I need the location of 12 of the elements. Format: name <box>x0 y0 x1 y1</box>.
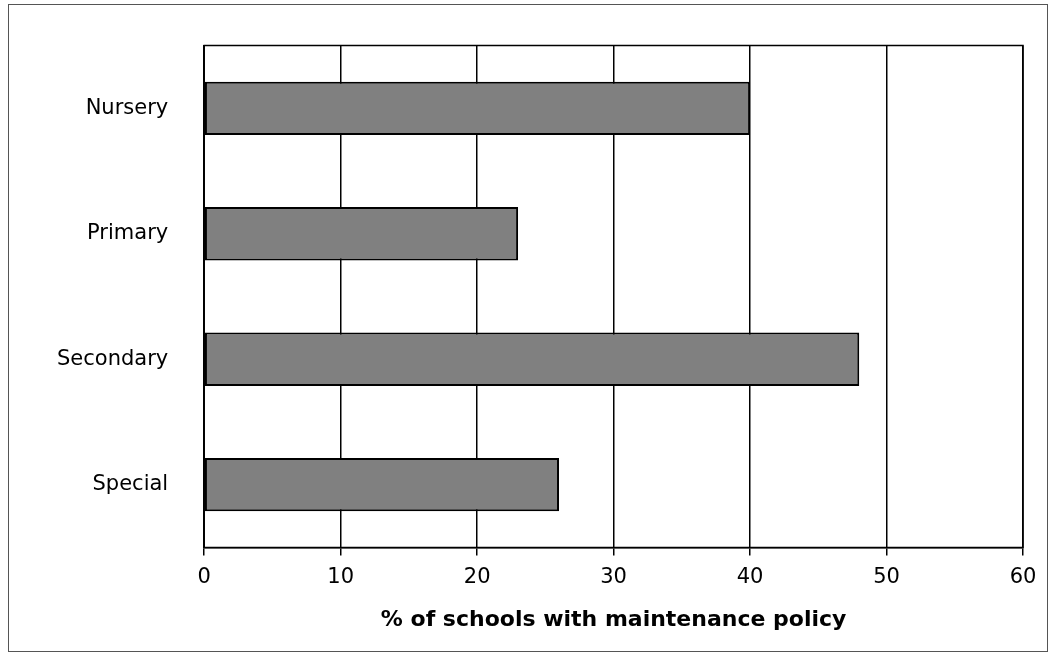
x-tick-label: 50 <box>873 564 900 589</box>
y-tick-label: Primary <box>87 220 169 245</box>
x-tick-label: 10 <box>327 564 355 589</box>
x-tick-label: 60 <box>1009 564 1037 589</box>
y-tick-label: Special <box>92 471 169 496</box>
x-tick-label: 30 <box>600 564 627 589</box>
x-tick-label: 40 <box>736 564 764 589</box>
x-tick-label: 0 <box>197 564 211 589</box>
y-tick-label: Nursery <box>85 94 169 119</box>
y-tick-label: Secondary <box>57 345 169 370</box>
x-tick-label: 20 <box>463 564 491 589</box>
x-axis-title: % of schools with maintenance policy <box>380 605 847 631</box>
